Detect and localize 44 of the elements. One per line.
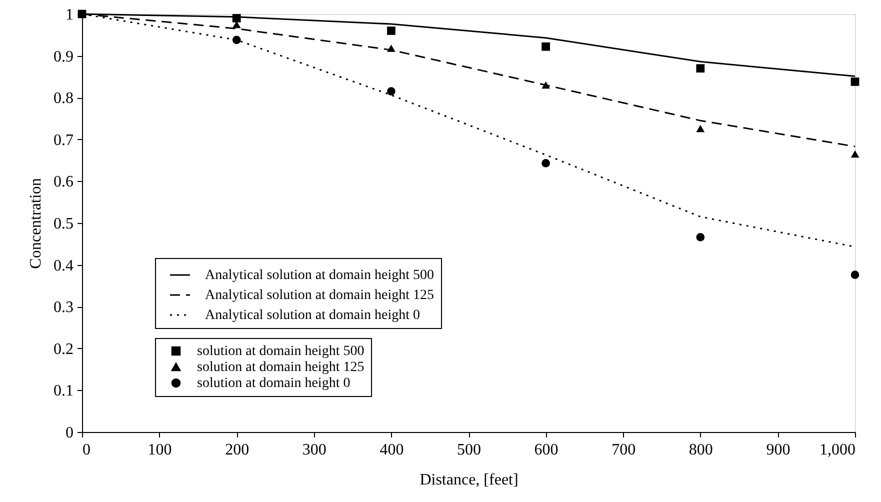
legend-label: Analytical solution at domain height 0 bbox=[205, 308, 420, 323]
x-tick-label: 900 bbox=[766, 442, 790, 458]
y-tick-label: 0 bbox=[66, 424, 74, 442]
point bbox=[387, 44, 396, 52]
point bbox=[232, 14, 241, 22]
point bbox=[696, 64, 705, 73]
x-tick-label: 200 bbox=[225, 442, 250, 458]
y-tick-label: 0.4 bbox=[54, 257, 74, 274]
y-tick-label: 0.5 bbox=[54, 216, 74, 232]
point bbox=[387, 87, 396, 96]
x-tick-label: 300 bbox=[302, 442, 326, 458]
x-tick-label: 1,000 bbox=[820, 442, 856, 458]
x-tick-label: 100 bbox=[148, 442, 172, 458]
x-tick-label: 400 bbox=[380, 442, 404, 458]
point bbox=[542, 81, 550, 89]
y-tick-label: 0.6 bbox=[54, 174, 74, 191]
legend-label: Analytical solution at domain height 500 bbox=[205, 268, 434, 283]
y-tick-label: 0.7 bbox=[54, 132, 74, 149]
point bbox=[542, 42, 550, 51]
legend-label: solution at domain height 0 bbox=[197, 376, 350, 391]
x-tick-label: 500 bbox=[457, 442, 481, 458]
point bbox=[696, 124, 705, 132]
x-axis-title: Distance, [feet] bbox=[420, 472, 518, 488]
x-tick-label: 0 bbox=[82, 442, 90, 458]
y-tick-label: 0.9 bbox=[54, 48, 74, 66]
point bbox=[232, 36, 241, 44]
point bbox=[387, 26, 396, 35]
y-tick-label: 0.1 bbox=[54, 382, 74, 400]
point bbox=[542, 159, 550, 168]
legend-label: solution at domain height 500 bbox=[197, 344, 364, 359]
point bbox=[850, 150, 860, 158]
y-tick-label: 1 bbox=[66, 6, 74, 24]
legend-label: Analytical solution at domain height 125 bbox=[205, 288, 434, 303]
point bbox=[696, 233, 705, 242]
x-tick-label: 600 bbox=[534, 442, 558, 458]
y-axis-title: Concentration bbox=[28, 178, 44, 269]
y-tick-label: 0.3 bbox=[54, 299, 74, 316]
y-tick-label: 0.2 bbox=[54, 340, 74, 358]
y-tick-label: 0.8 bbox=[54, 90, 74, 108]
x-tick-label: 700 bbox=[612, 442, 636, 458]
legend-label: solution at domain height 125 bbox=[197, 360, 364, 375]
point bbox=[850, 78, 860, 86]
x-tick-label: 800 bbox=[688, 442, 713, 458]
point bbox=[850, 270, 860, 280]
